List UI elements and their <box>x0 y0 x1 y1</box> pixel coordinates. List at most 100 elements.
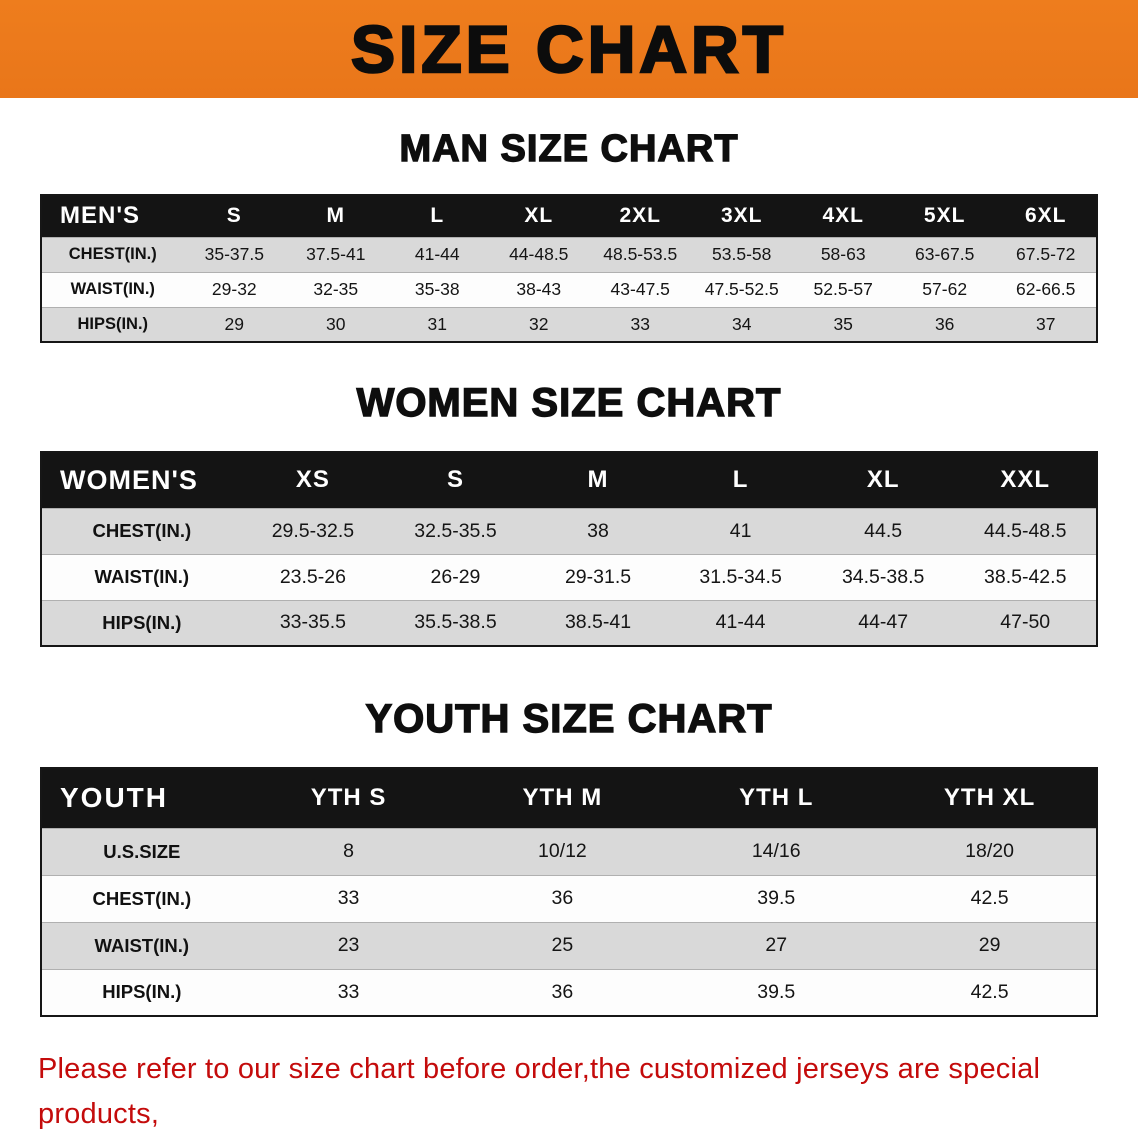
column-header: XL <box>488 195 590 237</box>
table-cell: 23 <box>337 934 360 956</box>
table-cell: 29-31.5 <box>564 565 632 588</box>
table-cell: 62-66.5 <box>1016 279 1076 299</box>
table-cell: 32 <box>529 313 549 334</box>
table-cell: 23.5-26 <box>279 565 346 588</box>
table-cell: 53.5-58 <box>712 244 772 264</box>
table-row: CHEST(IN.) 35-37.5 37.5-41 41-44 44-48.5 48.5… <box>41 237 1097 272</box>
table-cell: 29 <box>224 313 245 334</box>
table-cell: 58-63 <box>820 244 866 264</box>
table-row: U.S.SIZE 8 10/12 14/16 18/20 <box>41 828 1097 875</box>
men-size-chart-heading: MAN SIZE CHART <box>399 128 739 170</box>
column-header: YTH L <box>669 768 884 828</box>
table-cell: 47.5-52.5 <box>704 279 779 299</box>
table-cell: 14/16 <box>751 840 801 862</box>
youth-size-table: YOUTH YTH S YTH M YTH L YTH XL U.S.SIZE 8 10/12… <box>40 767 1098 1017</box>
table-cell: 41 <box>729 519 752 542</box>
banner-title: SIZE CHART <box>350 12 787 86</box>
column-header: YTH XL <box>883 768 1097 828</box>
row-label: WAIST(IN.) <box>94 934 190 956</box>
table-cell: 34.5-38.5 <box>841 565 925 588</box>
table-cell: 35.5-38.5 <box>414 611 497 634</box>
column-header: 6XL <box>995 195 1097 237</box>
table-cell: 35 <box>833 313 853 334</box>
column-header: L <box>669 452 812 508</box>
table-cell: 35-37.5 <box>204 244 264 264</box>
table-cell: 42.5 <box>970 980 1009 1003</box>
women-size-table: WOMEN'S XS S M L XL XXL CHEST(IN.) 29.5-32.5 32.5… <box>40 451 1098 647</box>
column-header: XS <box>241 452 385 508</box>
table-cell: 63-67.5 <box>915 244 975 264</box>
table-cell: 44.5-48.5 <box>984 519 1067 542</box>
table-cell: 42.5 <box>970 887 1009 909</box>
table-row: WAIST(IN.) 29-32 32-35 35-38 38-43 43-47.5 47.… <box>41 272 1097 307</box>
men-size-table-container: MEN'S S M L XL 2XL 3XL 4XL 5XL 6XL CHEST(IN.) 35-37… <box>40 194 1098 343</box>
table-title-cell: MEN'S <box>41 195 184 237</box>
table-cell: 33 <box>630 313 650 334</box>
column-header: 5XL <box>893 195 996 237</box>
header-row: WOMEN'S XS S M L XL XXL <box>41 452 1097 508</box>
table-cell: 31.5-34.5 <box>699 565 782 588</box>
table-cell: 30 <box>326 313 346 334</box>
table-title-cell: WOMEN'S <box>41 452 242 508</box>
column-header: M <box>526 452 670 508</box>
table-cell: 47-50 <box>1000 611 1051 634</box>
column-header: 4XL <box>792 195 894 237</box>
table-row: HIPS(IN.) 33 36 39.5 42.5 <box>41 969 1097 1016</box>
table-cell: 44.5 <box>864 519 903 542</box>
table-cell: 48.5-53.5 <box>603 244 678 264</box>
table-cell: 57-62 <box>922 279 968 299</box>
row-label: CHEST(IN.) <box>92 520 192 541</box>
table-row: WAIST(IN.) 23 25 27 29 <box>41 922 1097 969</box>
table-cell: 41-44 <box>715 611 766 634</box>
row-label: HIPS(IN.) <box>102 611 182 633</box>
table-cell: 34 <box>731 313 752 334</box>
table-cell: 32.5-35.5 <box>414 519 497 542</box>
youth-size-chart-heading: YOUTH SIZE CHART <box>365 697 773 741</box>
row-label: CHEST(IN.) <box>92 887 192 909</box>
header-row: MEN'S S M L XL 2XL 3XL 4XL 5XL 6XL <box>41 195 1097 237</box>
column-header: L <box>386 195 488 237</box>
table-row: CHEST(IN.) 29.5-32.5 32.5-35.5 38 41 44.5 44.5… <box>41 508 1097 554</box>
table-cell: 33 <box>337 980 360 1003</box>
column-header: XL <box>811 452 955 508</box>
table-cell: 33 <box>337 887 360 909</box>
table-cell: 36 <box>551 887 574 909</box>
disclaimer-note: Please refer to our size chart before or… <box>38 1047 1100 1132</box>
column-header: YTH M <box>455 768 670 828</box>
table-cell: 44-47 <box>858 611 909 634</box>
table-cell: 37.5-41 <box>306 244 366 264</box>
table-cell: 37 <box>1035 313 1056 334</box>
table-cell: 67.5-72 <box>1016 244 1076 264</box>
table-cell: 38 <box>587 519 609 542</box>
table-cell: 29 <box>978 934 1001 956</box>
table-cell: 44-48.5 <box>509 244 569 264</box>
table-cell: 29-32 <box>211 279 257 299</box>
men-size-table: MEN'S S M L XL 2XL 3XL 4XL 5XL 6XL CHEST(IN.) 35-37… <box>40 194 1098 343</box>
table-cell: 25 <box>551 934 574 956</box>
table-cell: 43-47.5 <box>610 279 670 299</box>
table-cell: 29.5-32.5 <box>271 519 355 542</box>
column-header: 2XL <box>589 195 691 237</box>
disclaimer-line-1: Please refer to our size chart before or… <box>38 1053 1041 1130</box>
table-cell: 8 <box>343 840 354 862</box>
table-cell: 38-43 <box>516 279 562 299</box>
header-row: YOUTH YTH S YTH M YTH L YTH XL <box>41 768 1097 828</box>
table-cell: 41-44 <box>414 244 460 264</box>
row-label: WAIST(IN.) <box>94 566 190 587</box>
table-cell: 35-38 <box>414 279 460 299</box>
row-label: HIPS(IN.) <box>102 981 182 1003</box>
table-cell: 18/20 <box>965 840 1014 862</box>
table-cell: 27 <box>765 934 788 956</box>
column-header: M <box>285 195 387 237</box>
table-row: HIPS(IN.) 29 30 31 32 33 34 35 36 37 <box>41 307 1097 342</box>
table-cell: 39.5 <box>757 887 796 909</box>
table-cell: 52.5-57 <box>813 279 873 299</box>
column-header: S <box>183 195 286 237</box>
row-label: WAIST(IN.) <box>70 280 155 298</box>
column-header: S <box>384 452 527 508</box>
youth-size-table-container: YOUTH YTH S YTH M YTH L YTH XL U.S.SIZE 8 10/12… <box>40 767 1098 1017</box>
table-title-cell: YOUTH <box>41 768 242 828</box>
column-header: XXL <box>954 452 1097 508</box>
table-row: CHEST(IN.) 33 36 39.5 42.5 <box>41 875 1097 922</box>
